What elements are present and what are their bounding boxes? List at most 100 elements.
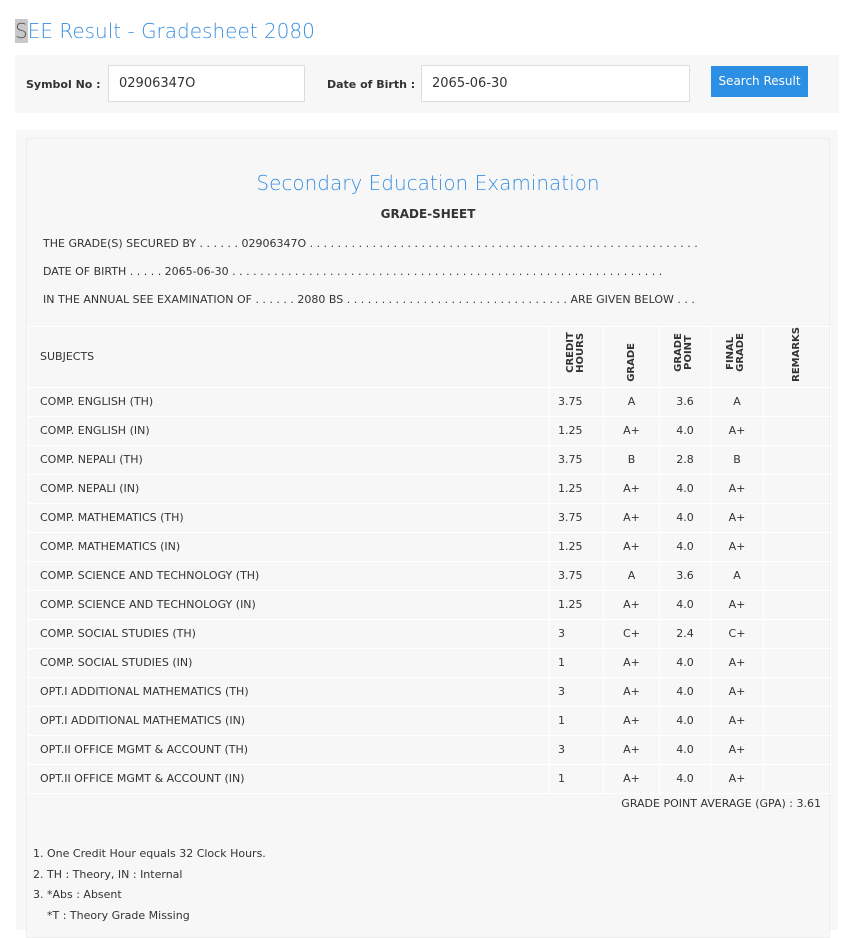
cell-grade-point: 3.6: [659, 386, 711, 417]
cell-remarks: [763, 589, 831, 620]
cell-credit-hours: 3.75: [549, 386, 604, 417]
cell-grade: A: [603, 386, 660, 417]
cell-grade-point: 4.0: [659, 473, 711, 504]
cell-credit-hours: 3: [549, 618, 604, 649]
exam-line: IN THE ANNUAL SEE EXAMINATION OF . . . .…: [43, 293, 695, 306]
cell-grade-point: 2.8: [659, 444, 711, 475]
cell-grade: A+: [603, 415, 660, 446]
cell-credit-hours: 1: [549, 647, 604, 678]
cell-grade: A+: [603, 647, 660, 678]
table-row: COMP. SCIENCE AND TECHNOLOGY (IN) 1.25 A+ 4…: [27, 589, 831, 620]
cell-credit-hours: 3.75: [549, 560, 604, 591]
cell-final-grade: A: [710, 560, 764, 591]
cell-final-grade: A+: [710, 415, 764, 446]
grades-table: SUBJECTS CREDIT HOURS GRADE GRADE POINT …: [27, 326, 831, 794]
cell-subject: OPT.II OFFICE MGMT & ACCOUNT (TH): [27, 734, 550, 765]
table-row: COMP. SOCIAL STUDIES (IN) 1 A+ 4.0 A+: [27, 647, 831, 678]
cell-remarks: [763, 647, 831, 678]
table-row: COMP. MATHEMATICS (IN) 1.25 A+ 4.0 A+: [27, 531, 831, 562]
cell-final-grade: A+: [710, 734, 764, 765]
cell-subject: COMP. SOCIAL STUDIES (TH): [27, 618, 550, 649]
dob-input[interactable]: 2065-06-30: [421, 65, 690, 102]
cell-grade: A: [603, 560, 660, 591]
symbol-label: Symbol No :: [26, 78, 101, 91]
cell-grade-point: 4.0: [659, 415, 711, 446]
col-subjects: SUBJECTS: [27, 326, 550, 388]
table-row: COMP. SCIENCE AND TECHNOLOGY (TH) 3.75 A 3.…: [27, 560, 831, 591]
gpa-summary: GRADE POINT AVERAGE (GPA) : 3.61: [621, 797, 821, 810]
table-row: COMP. MATHEMATICS (TH) 3.75 A+ 4.0 A+: [27, 502, 831, 533]
cell-remarks: [763, 618, 831, 649]
cell-final-grade: B: [710, 444, 764, 475]
table-row: COMP. SOCIAL STUDIES (TH) 3 C+ 2.4 C+: [27, 618, 831, 649]
cell-grade-point: 4.0: [659, 763, 711, 794]
exam-heading: Secondary Education Examination: [256, 171, 600, 195]
cell-grade: A+: [603, 676, 660, 707]
dob-label: Date of Birth :: [327, 78, 416, 91]
cell-remarks: [763, 415, 831, 446]
cell-grade: A+: [603, 531, 660, 562]
cell-credit-hours: 3: [549, 734, 604, 765]
cell-grade-point: 4.0: [659, 734, 711, 765]
cell-credit-hours: 1: [549, 763, 604, 794]
table-row: COMP. ENGLISH (TH) 3.75 A 3.6 A: [27, 386, 831, 417]
cell-subject: COMP. SCIENCE AND TECHNOLOGY (TH): [27, 560, 550, 591]
cell-credit-hours: 1.25: [549, 473, 604, 504]
cell-grade-point: 3.6: [659, 560, 711, 591]
col-credit-hours: CREDIT HOURS: [549, 326, 604, 388]
cell-subject: OPT.I ADDITIONAL MATHEMATICS (TH): [27, 676, 550, 707]
cell-remarks: [763, 705, 831, 736]
page-title: SEE Result - Gradesheet 2080: [15, 19, 315, 43]
gradesheet-subheading: GRADE-SHEET: [380, 207, 476, 221]
cell-grade-point: 4.0: [659, 647, 711, 678]
table-row: OPT.I ADDITIONAL MATHEMATICS (TH) 3 A+ 4.0 A…: [27, 676, 831, 707]
col-grade-point: GRADE POINT: [659, 326, 711, 388]
cell-subject: COMP. MATHEMATICS (TH): [27, 502, 550, 533]
col-remarks: REMARKS: [763, 326, 831, 388]
cell-credit-hours: 3: [549, 676, 604, 707]
cell-grade-point: 4.0: [659, 676, 711, 707]
symbol-input[interactable]: 02906347O: [108, 65, 305, 102]
cell-final-grade: A: [710, 386, 764, 417]
cell-subject: COMP. SOCIAL STUDIES (IN): [27, 647, 550, 678]
cell-grade: A+: [603, 473, 660, 504]
table-row: COMP. ENGLISH (IN) 1.25 A+ 4.0 A+: [27, 415, 831, 446]
cell-remarks: [763, 473, 831, 504]
secured-by-line: THE GRADE(S) SECURED BY . . . . . . 0290…: [43, 237, 698, 250]
cell-subject: OPT.II OFFICE MGMT & ACCOUNT (IN): [27, 763, 550, 794]
note: 2. TH : Theory, IN : Internal: [33, 867, 183, 881]
gradesheet-card: Secondary Education Examination GRADE-SH…: [16, 130, 838, 938]
cell-subject: COMP. SCIENCE AND TECHNOLOGY (IN): [27, 589, 550, 620]
search-result-button[interactable]: Search Result: [711, 66, 808, 97]
cell-subject: OPT.I ADDITIONAL MATHEMATICS (IN): [27, 705, 550, 736]
cell-credit-hours: 1.25: [549, 415, 604, 446]
cell-remarks: [763, 502, 831, 533]
cell-grade: A+: [603, 502, 660, 533]
col-final-grade: FINAL GRADE: [710, 326, 764, 388]
table-row: OPT.II OFFICE MGMT & ACCOUNT (IN) 1 A+ 4.0 A…: [27, 763, 831, 794]
cell-credit-hours: 1.25: [549, 531, 604, 562]
cell-final-grade: A+: [710, 502, 764, 533]
cell-final-grade: C+: [710, 618, 764, 649]
cell-credit-hours: 1.25: [549, 589, 604, 620]
cell-subject: COMP. MATHEMATICS (IN): [27, 531, 550, 562]
cell-grade: A+: [603, 589, 660, 620]
cell-remarks: [763, 444, 831, 475]
table-row: OPT.I ADDITIONAL MATHEMATICS (IN) 1 A+ 4.0 A…: [27, 705, 831, 736]
cell-remarks: [763, 560, 831, 591]
cell-grade: B: [603, 444, 660, 475]
note: 1. One Credit Hour equals 32 Clock Hours…: [33, 847, 266, 860]
cell-grade-point: 4.0: [659, 589, 711, 620]
cell-credit-hours: 3.75: [549, 502, 604, 533]
cell-grade: A+: [603, 705, 660, 736]
cell-final-grade: A+: [710, 589, 764, 620]
table-row: COMP. NEPALI (IN) 1.25 A+ 4.0 A+: [27, 473, 831, 504]
cell-remarks: [763, 531, 831, 562]
cell-remarks: [763, 734, 831, 765]
dob-line: DATE OF BIRTH . . . . . 2065-06-30 . . .…: [43, 265, 663, 278]
note: 3. *Abs : Absent: [33, 888, 122, 901]
cell-credit-hours: 1: [549, 705, 604, 736]
cell-subject: COMP. NEPALI (TH): [27, 444, 550, 475]
cell-grade-point: 4.0: [659, 531, 711, 562]
cell-remarks: [763, 763, 831, 794]
